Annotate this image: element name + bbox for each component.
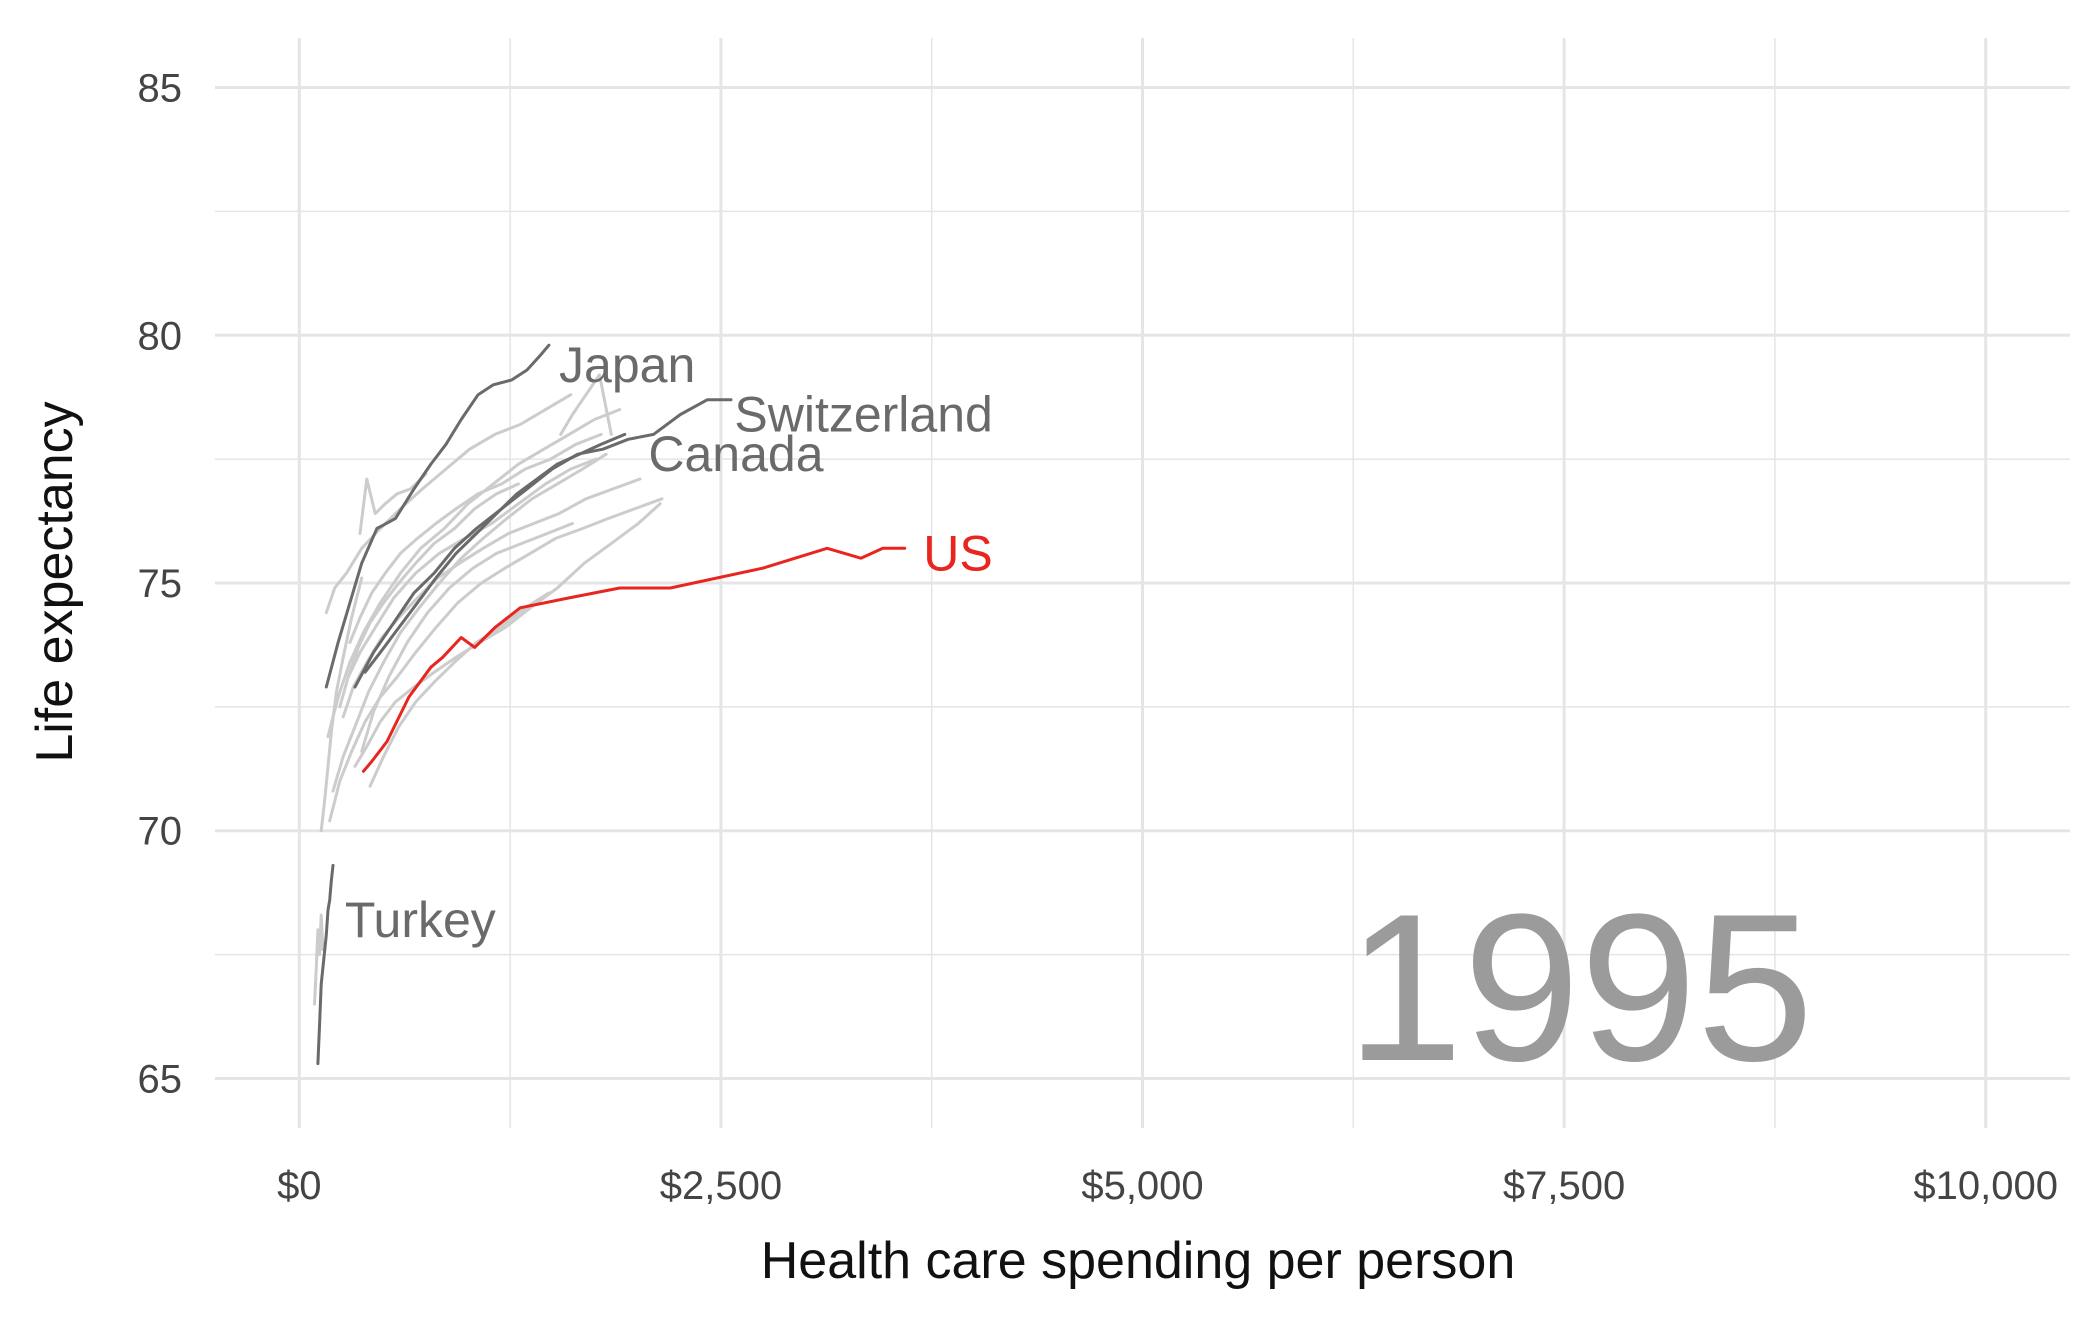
- series-line-turkey: [316, 863, 335, 1066]
- y-tick-label: 75: [138, 562, 183, 606]
- series-line: [358, 472, 428, 535]
- x-tick-label: $0: [277, 1164, 322, 1208]
- series-line: [338, 482, 520, 709]
- series-line: [319, 576, 364, 833]
- series-label-us: US: [923, 525, 992, 581]
- x-tick-label: $2,500: [660, 1164, 782, 1208]
- y-tick-label: 85: [138, 67, 183, 111]
- series-line-canada: [363, 432, 627, 674]
- series-label-japan: Japan: [559, 337, 695, 393]
- grid: [215, 38, 2070, 1128]
- series-line-us: [361, 546, 907, 773]
- series-line: [326, 408, 622, 739]
- x-tick-label: $7,500: [1503, 1164, 1625, 1208]
- series-line-switzerland: [353, 398, 733, 689]
- x-axis-ticks: $0 $2,500 $5,000 $7,500 $10,000: [277, 1164, 2058, 1208]
- x-tick-label: $10,000: [1913, 1164, 2058, 1208]
- y-tick-label: 70: [138, 810, 183, 854]
- series-line: [331, 452, 608, 793]
- series-label-turkey: Turkey: [345, 892, 496, 948]
- series-line: [360, 522, 574, 753]
- x-tick-label: $5,000: [1081, 1164, 1203, 1208]
- y-tick-label: 80: [138, 314, 183, 358]
- series-label-switzerland: Switzerland: [734, 387, 992, 443]
- series-line: [368, 591, 551, 788]
- series-line: [348, 432, 603, 644]
- series-lines: [313, 343, 907, 1066]
- series-line-japan: [324, 343, 551, 689]
- y-tick-label: 65: [138, 1057, 183, 1101]
- y-axis-title: Life expectancy: [26, 401, 84, 762]
- series-line: [328, 497, 664, 823]
- y-axis-ticks: 65 70 75 80 85: [138, 67, 183, 1102]
- x-axis-title: Health care spending per person: [761, 1232, 1515, 1290]
- series-line: [559, 373, 613, 436]
- series-label-canada: Canada: [648, 426, 823, 482]
- series-line: [324, 393, 573, 615]
- series-line: [313, 913, 325, 1006]
- year-label: 1995: [1346, 870, 1813, 1105]
- series-line: [346, 457, 598, 679]
